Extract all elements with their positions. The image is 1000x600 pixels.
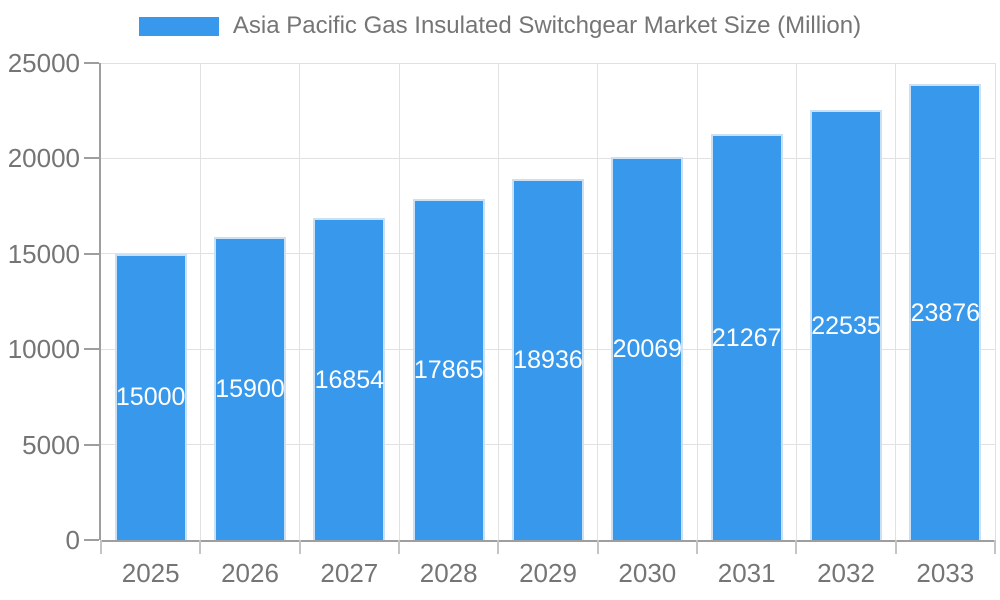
bar-2026: 15900 xyxy=(214,236,286,540)
v-gridline-1 xyxy=(199,63,201,540)
x-tick-4 xyxy=(497,540,500,554)
bar-value-label: 15000 xyxy=(115,383,186,412)
bar-2033: 23876 xyxy=(909,84,982,540)
y-axis-label: 20000 xyxy=(7,143,80,174)
y-axis-label: 0 xyxy=(65,525,80,555)
x-axis-label: 2027 xyxy=(320,558,379,588)
bar-value-label: 21267 xyxy=(711,323,782,352)
bar-2032: 22535 xyxy=(810,110,882,540)
h-gridline-25000 xyxy=(101,62,995,64)
bar-value-label: 17865 xyxy=(413,356,484,385)
bar-value-label: 18936 xyxy=(513,345,583,374)
v-gridline-2 xyxy=(299,63,301,540)
y-axis-line xyxy=(99,63,101,540)
x-tick-1 xyxy=(199,540,202,554)
x-axis-label: 2032 xyxy=(817,558,875,588)
y-tick-5000 xyxy=(84,443,99,446)
v-gridline-4 xyxy=(497,63,499,540)
x-axis-label: 2025 xyxy=(121,558,180,588)
plot-area: 0 5000 10000 15000 20000 25000 15000 2025 15900 2… xyxy=(8,50,996,586)
x-axis-label: 2030 xyxy=(618,558,677,588)
y-tick-20000 xyxy=(84,157,99,160)
v-gridline-6 xyxy=(696,63,698,540)
bar-2025: 15000 xyxy=(114,253,187,540)
x-tick-6 xyxy=(696,540,698,554)
bar-value-label: 16854 xyxy=(314,365,385,394)
y-tick-0 xyxy=(84,539,99,541)
bar-value-label: 20069 xyxy=(612,335,683,364)
y-tick-15000 xyxy=(84,252,99,255)
y-tick-25000 xyxy=(84,62,99,64)
bar-2031: 21267 xyxy=(710,134,783,540)
h-gridline-20000 xyxy=(101,157,995,159)
x-tick-3 xyxy=(398,540,400,554)
y-axis-label: 10000 xyxy=(7,334,80,365)
v-gridline-8 xyxy=(895,63,897,540)
y-tick-10000 xyxy=(84,348,99,351)
x-tick-9 xyxy=(994,540,996,554)
legend-swatch xyxy=(138,16,219,36)
bar-value-label: 15900 xyxy=(215,374,285,403)
v-gridline-7 xyxy=(795,63,797,540)
y-axis-label: 15000 xyxy=(7,238,80,269)
x-tick-0 xyxy=(100,540,102,554)
x-axis-line xyxy=(101,540,995,542)
x-tick-8 xyxy=(894,540,897,554)
bar-2028: 17865 xyxy=(412,199,485,540)
legend: Asia Pacific Gas Insulated Switchgear Ma… xyxy=(0,0,1000,52)
bar-2030: 20069 xyxy=(611,157,684,540)
x-tick-7 xyxy=(795,540,798,554)
bar-2029: 18936 xyxy=(512,178,584,540)
x-axis-label: 2033 xyxy=(916,558,975,588)
y-axis-label: 5000 xyxy=(22,429,80,460)
bar-2027: 16854 xyxy=(313,218,386,540)
v-gridline-9 xyxy=(994,63,996,540)
y-axis-label: 25000 xyxy=(7,48,80,78)
bar-value-label: 22535 xyxy=(811,311,881,340)
x-axis-label: 2029 xyxy=(519,558,577,588)
x-axis-label: 2031 xyxy=(717,558,776,588)
legend-series-label: Asia Pacific Gas Insulated Switchgear Ma… xyxy=(232,12,862,39)
x-axis-label: 2026 xyxy=(221,558,279,588)
bar-value-label: 23876 xyxy=(910,298,981,327)
v-gridline-3 xyxy=(398,63,400,540)
x-axis-label: 2028 xyxy=(419,558,478,588)
x-tick-5 xyxy=(596,540,599,554)
v-gridline-5 xyxy=(597,63,599,540)
x-tick-2 xyxy=(298,540,301,554)
